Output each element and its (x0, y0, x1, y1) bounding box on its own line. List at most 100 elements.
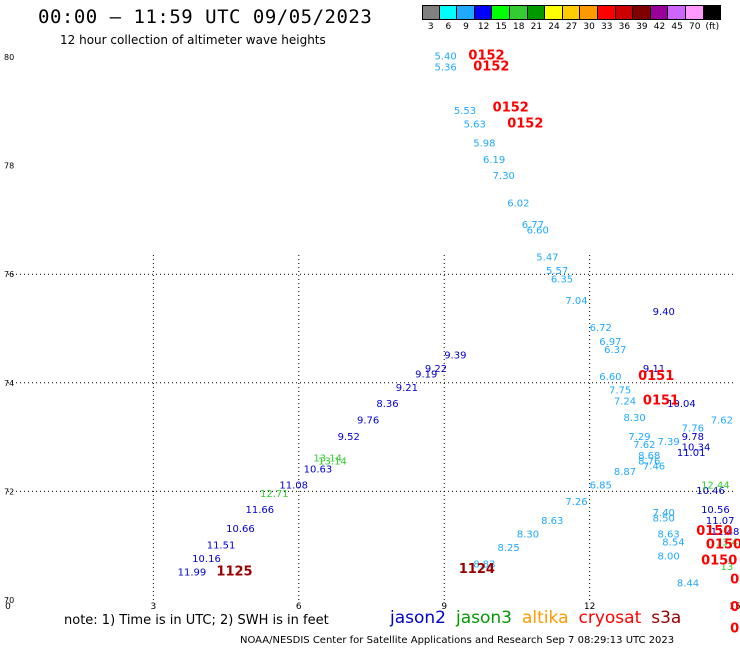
data-label: 8.68 (638, 451, 660, 462)
data-label: 5.47 (536, 253, 558, 264)
data-label: 8.63 (541, 516, 563, 527)
color-swatch (703, 5, 722, 20)
color-scale-label: 24 (548, 22, 560, 32)
data-label: 8.83 (473, 559, 495, 570)
color-swatch (650, 5, 669, 20)
chart-title: 00:00 – 11:59 UTC 09/05/2023 (38, 6, 373, 28)
color-swatch (509, 5, 528, 20)
data-label: 9.78 (682, 432, 704, 443)
data-label: 13.14 (313, 454, 342, 465)
satellite-legend-s3a: s3a (651, 608, 682, 628)
data-label: 8.76 (638, 456, 660, 467)
color-scale-label: 36 (618, 22, 631, 32)
color-swatch (633, 5, 651, 20)
x-tick-label: 12 (584, 602, 595, 612)
y-tick-label: 80 (4, 53, 14, 62)
data-label: 6.35 (551, 274, 573, 285)
data-label: 10.46 (696, 486, 725, 497)
data-label: 8.87 (614, 467, 636, 478)
x-tick-label: 3 (151, 602, 157, 612)
data-label: 9.40 (653, 307, 675, 318)
color-scale-label: 15 (495, 22, 507, 32)
data-label: 10.04 (667, 399, 696, 410)
satellite-legend-jason2: jason2 (390, 608, 446, 628)
color-scale-label: 39 (636, 22, 648, 32)
data-label: 8.25 (498, 543, 520, 554)
data-label: 8.30 (517, 530, 539, 541)
satellite-legend-cryosat: cryosat (578, 608, 642, 628)
data-label: 0151 (638, 369, 674, 384)
data-label: 8.63 (657, 530, 679, 541)
color-scale-label: 33 (601, 22, 613, 32)
data-label: 0151 (643, 394, 679, 409)
data-label: 1124 (459, 562, 495, 577)
data-label: 8.00 (657, 551, 679, 562)
data-label: 9.39 (444, 350, 466, 361)
data-label: 7.39 (657, 437, 679, 448)
data-label: 0150 (701, 554, 737, 569)
color-scale-swatches (422, 5, 722, 20)
data-label: 11.08 (279, 481, 308, 492)
data-label: 10.66 (226, 524, 255, 535)
data-label: 10.16 (192, 554, 221, 565)
color-swatch (457, 5, 475, 20)
data-label: 11.07 (706, 516, 735, 527)
data-label: 8.36 (376, 399, 398, 410)
y-tick-label: 72 (4, 487, 14, 496)
color-swatch (668, 5, 686, 20)
data-label: 9.21 (396, 383, 418, 394)
chart-subtitle: 12 hour collection of altimeter wave hei… (60, 33, 326, 47)
data-label: 6.85 (590, 481, 612, 492)
color-scale-label: 6 (445, 22, 452, 32)
color-scale-label: 45 (671, 22, 683, 32)
data-label: 8.50 (653, 513, 675, 524)
data-label: 5.63 (464, 120, 486, 131)
satellite-legend-jason3: jason3 (456, 608, 512, 628)
color-swatch (474, 5, 493, 20)
color-scale-label: 3 (427, 22, 434, 32)
data-label: 9.19 (415, 369, 437, 380)
data-label: 6.72 (590, 323, 612, 334)
y-tick-label: 74 (4, 379, 14, 388)
color-swatch (562, 5, 581, 20)
data-label: 9.11 (643, 364, 665, 375)
data-label: 7.62 (711, 416, 733, 427)
color-scale-label: 70 (688, 22, 701, 32)
data-label: 7.24 (614, 397, 636, 408)
data-label: 7.04 (565, 296, 587, 307)
data-label: 7.29 (628, 432, 650, 443)
data-label: 5.57 (546, 266, 568, 277)
color-swatch (597, 5, 616, 20)
data-label: 11.48 (711, 527, 740, 538)
color-swatch (580, 5, 598, 20)
y-tick-label: 76 (4, 270, 14, 279)
data-label: 0 (730, 622, 739, 637)
color-scale-label: 42 (653, 22, 666, 32)
data-label: 7.75 (609, 386, 631, 397)
data-label: 0152 (468, 49, 504, 64)
x-tick-label: 9 (441, 602, 447, 612)
color-scale-label: 9 (463, 22, 469, 32)
satellite-legend: jason2 jason3 altika cryosat s3a (390, 608, 691, 628)
data-label: 5.53 (454, 106, 476, 117)
color-swatch (422, 5, 440, 20)
color-swatch (685, 5, 704, 20)
data-label: 1125 (216, 565, 252, 580)
data-label: 7.26 (565, 497, 587, 508)
data-label: 8.44 (677, 578, 699, 589)
color-scale-label: 21 (530, 22, 543, 32)
data-label: 6.02 (507, 198, 529, 209)
data-label: 0150 (696, 524, 732, 539)
data-label: 10.56 (701, 505, 730, 516)
data-label: 0152 (493, 100, 529, 115)
color-scale-label: 30 (583, 22, 595, 32)
color-scale-label: (ft) (705, 22, 720, 32)
data-label: 13 (720, 562, 733, 573)
data-label: 6.60 (527, 225, 549, 236)
data-label: 5.40 (435, 52, 457, 63)
satellite-legend-altika: altika (522, 608, 569, 628)
data-label: 9.22 (425, 364, 447, 375)
x-tick-label: 6 (296, 602, 302, 612)
footer-note: note: 1) Time is in UTC; 2) SWH is in fe… (64, 613, 329, 628)
